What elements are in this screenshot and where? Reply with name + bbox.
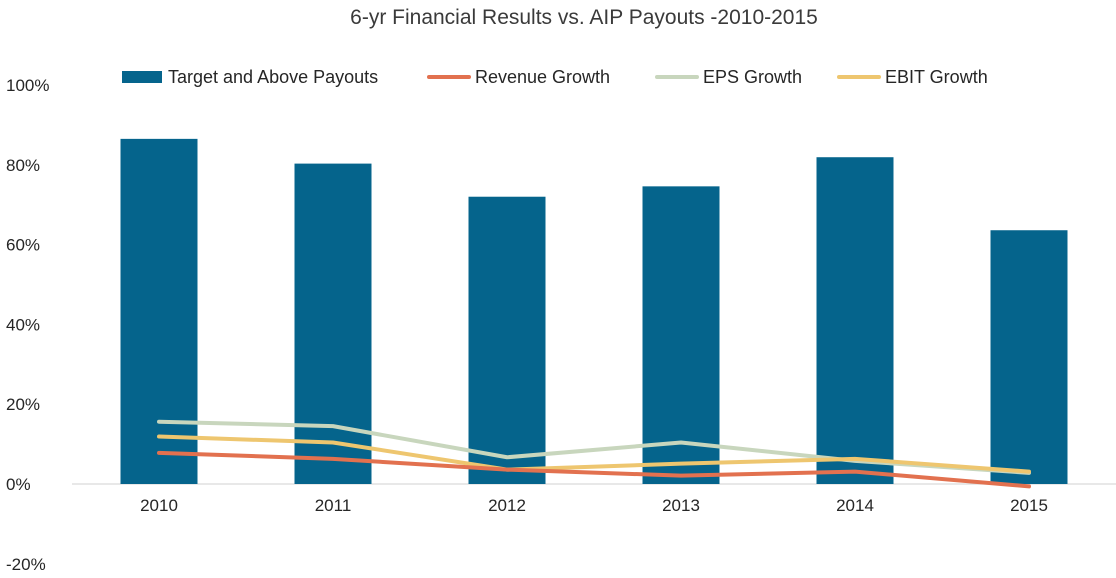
bar-series (120, 138, 1068, 485)
x-tick-label: 2015 (1010, 496, 1048, 515)
y-tick-label: 0% (6, 475, 31, 494)
y-axis: -20% 0% 20% 40% 60% 80% 100% (6, 76, 49, 574)
legend-label: Revenue Growth (475, 67, 610, 87)
legend-label: EBIT Growth (885, 67, 988, 87)
y-tick-label: 80% (6, 156, 40, 175)
line-revenue-growth (157, 450, 1031, 489)
bar-2015 (990, 230, 1068, 484)
bar-2014 (816, 157, 894, 484)
x-tick-label: 2013 (662, 496, 700, 515)
bar-2013 (642, 186, 720, 484)
y-tick-label: 100% (6, 76, 49, 95)
y-tick-label: 60% (6, 236, 40, 255)
line-series (157, 419, 1031, 489)
bar-2011 (294, 163, 372, 484)
x-tick-label: 2012 (488, 496, 526, 515)
legend-label: EPS Growth (703, 67, 802, 87)
x-axis: 2010 2011 2012 2013 2014 2015 (72, 483, 1116, 515)
bar-2012 (468, 196, 546, 484)
x-tick-label: 2014 (836, 496, 874, 515)
x-tick-label: 2011 (315, 496, 352, 515)
legend-item-revenue-growth: Revenue Growth (427, 67, 610, 87)
y-tick-label: -20% (6, 555, 46, 574)
chart-title: 6-yr Financial Results vs. AIP Payouts -… (350, 6, 818, 29)
legend-swatch (122, 71, 162, 83)
y-tick-label: 20% (6, 395, 40, 414)
bar-2010 (120, 138, 198, 485)
legend-item-ebit-growth: EBIT Growth (837, 67, 988, 87)
line-ebit-growth (157, 434, 1031, 474)
legend-item-target-and-above-payouts: Target and Above Payouts (122, 67, 378, 87)
x-tick-label: 2010 (140, 496, 178, 515)
legend: Target and Above Payouts Revenue Growth EP… (122, 67, 988, 87)
y-tick-label: 40% (6, 315, 40, 334)
legend-item-eps-growth: EPS Growth (655, 67, 802, 87)
legend-label: Target and Above Payouts (168, 67, 378, 87)
